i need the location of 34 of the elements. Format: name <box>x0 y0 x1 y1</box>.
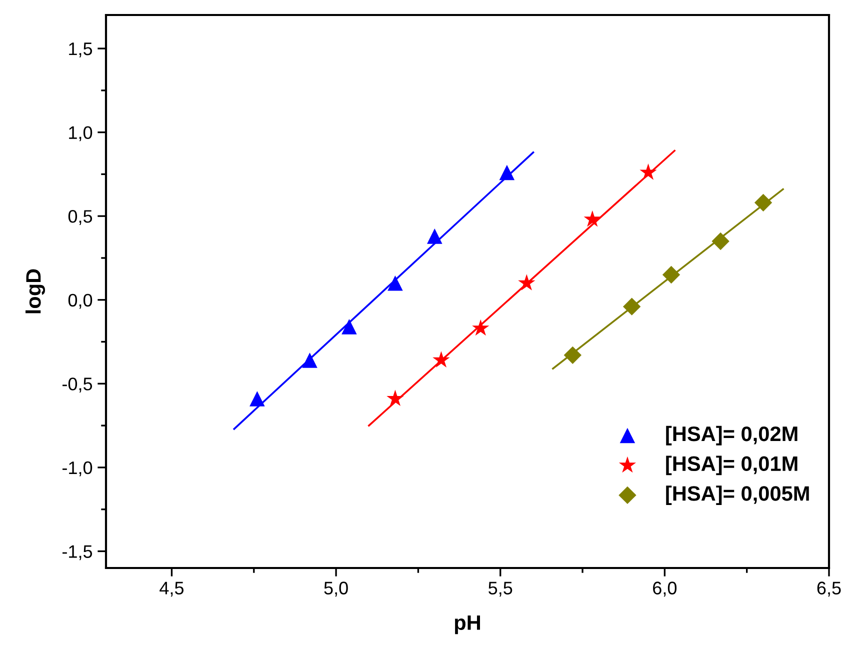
point <box>499 164 515 180</box>
x-axis-title: pH <box>454 615 480 634</box>
point <box>250 391 265 406</box>
point <box>388 275 403 291</box>
x-tick-label: 4,5 <box>160 582 184 597</box>
point <box>342 319 357 334</box>
y-tick-label: 0,0 <box>68 294 92 309</box>
y-tick-label: 0,5 <box>68 210 92 225</box>
point <box>712 232 730 250</box>
point <box>432 351 450 368</box>
point <box>564 346 582 364</box>
point <box>426 228 442 244</box>
point <box>622 298 641 316</box>
x-tick-label: 5,0 <box>324 582 348 597</box>
x-tick-label: 6,5 <box>817 582 841 597</box>
legend-label: [HSA]= 0,005M <box>666 486 809 506</box>
legend-label: [HSA]= 0,01M <box>666 456 798 476</box>
point <box>518 274 536 290</box>
y-tick-label: -1,5 <box>62 545 92 560</box>
point <box>640 163 657 180</box>
point <box>584 210 601 227</box>
y-tick-label: 1,5 <box>69 42 92 58</box>
y-tick-label: 1,0 <box>69 126 92 142</box>
point <box>662 266 680 284</box>
legend-label: [HSA]= 0,02M <box>666 426 798 446</box>
y-tick-label: -1,0 <box>62 461 92 476</box>
y-axis-title: logD <box>26 269 46 314</box>
x-tick-label: 6,0 <box>653 582 677 597</box>
x-tick-label: 5,5 <box>488 582 512 597</box>
point <box>472 319 490 336</box>
point <box>754 194 772 212</box>
point <box>302 352 318 368</box>
y-tick-label: -0,5 <box>62 378 92 393</box>
point <box>386 390 404 406</box>
